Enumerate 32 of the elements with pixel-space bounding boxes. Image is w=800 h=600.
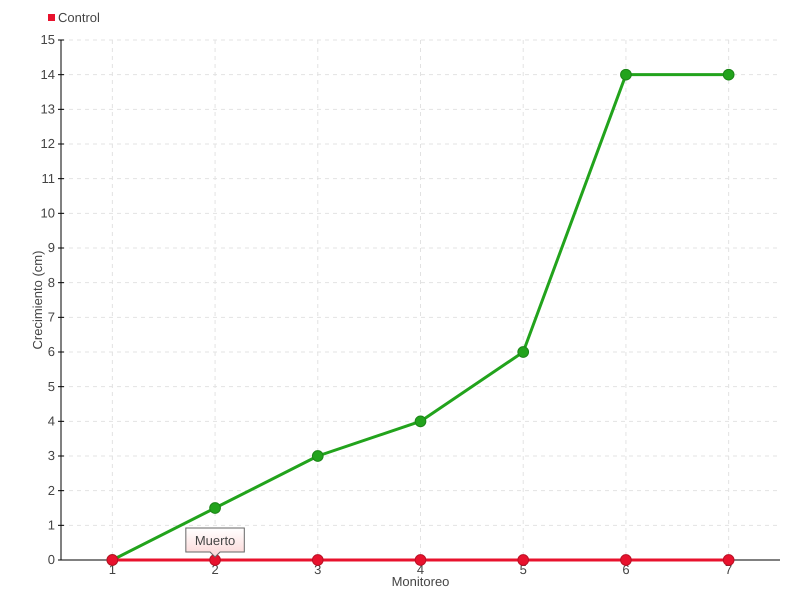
- point: [722, 554, 734, 566]
- y-tick-label: 4: [48, 413, 55, 428]
- y-axis-title: Crecimiento (cm): [30, 250, 45, 350]
- x-tick-label: 1: [108, 562, 116, 578]
- point: [209, 554, 221, 566]
- y-tick-label: 5: [48, 378, 55, 394]
- y-tick-label: 2: [48, 482, 55, 498]
- y-tick-label: 0: [48, 552, 55, 568]
- point: [722, 68, 734, 81]
- point: [414, 415, 426, 428]
- y-tick-label: 12: [40, 136, 55, 152]
- y-tick-label: 15: [40, 32, 55, 48]
- y-tick-label: 10: [40, 205, 55, 220]
- point: [620, 554, 632, 566]
- point: [517, 554, 530, 566]
- point: [312, 554, 324, 566]
- y-tick-label: 14: [40, 66, 55, 82]
- annotation: Muerto: [194, 533, 236, 548]
- y-tick-label: 3: [48, 448, 55, 464]
- point: [414, 554, 426, 566]
- point: [312, 450, 324, 462]
- y-tick-label: 7: [48, 309, 55, 324]
- point: [620, 68, 632, 81]
- y-tick-label: 9: [48, 240, 55, 256]
- legend-label: Control: [58, 10, 100, 25]
- point: [517, 346, 530, 358]
- y-tick-label: 11: [42, 170, 55, 186]
- y-tick-label: 1: [48, 517, 55, 532]
- y-tick-label: 6: [48, 344, 55, 360]
- y-tick-label: 13: [40, 101, 55, 116]
- point: [209, 502, 221, 514]
- y-tick-label: 8: [48, 274, 55, 290]
